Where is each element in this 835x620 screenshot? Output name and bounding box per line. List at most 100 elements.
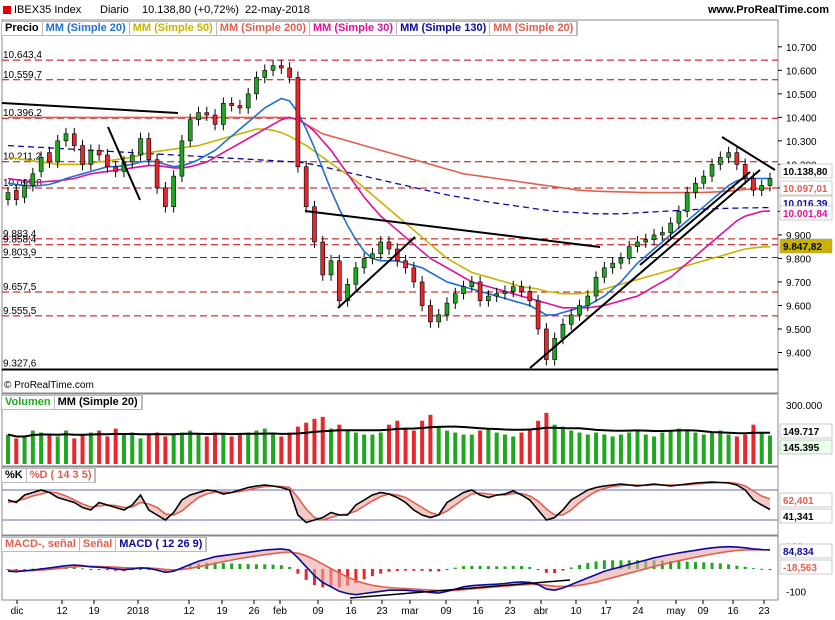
volume-bar	[138, 438, 143, 464]
stochastic-d-tag: 62,401	[783, 496, 814, 507]
volume-bar	[130, 432, 135, 464]
candle-body	[502, 291, 508, 295]
candle-body	[759, 185, 765, 191]
volume-bar	[685, 430, 690, 464]
price-legend-item[interactable]: MM (Simple 20)	[43, 22, 130, 35]
level-label: 9.883,4	[3, 229, 37, 240]
trend-line	[639, 171, 751, 266]
candle-body	[312, 206, 317, 243]
candle-body	[602, 267, 607, 278]
candle-body	[494, 293, 499, 297]
site-link[interactable]: www.ProRealTime.com	[707, 4, 829, 16]
macd-histogram-bar	[105, 569, 109, 571]
macd-histogram-bar	[420, 569, 424, 571]
candle-body	[610, 262, 615, 269]
volume-bar	[610, 436, 615, 464]
macd-histogram-bar	[379, 569, 383, 574]
volume-bar	[660, 432, 665, 464]
candle-body	[378, 241, 384, 255]
volume-bar	[113, 428, 118, 464]
volume-legend-item[interactable]: Volumen	[2, 396, 55, 409]
volume-legend-item[interactable]: MM (Simple 20)	[55, 396, 142, 409]
macd-histogram-bar	[23, 569, 27, 570]
candle-body	[751, 178, 756, 191]
x-tick-label: 12	[183, 606, 195, 617]
volume-bar	[420, 420, 425, 464]
macd-histogram-bar	[445, 569, 449, 570]
volume-bar	[635, 430, 640, 464]
price-tick-label: 10.300	[786, 137, 817, 148]
sma30-line	[7, 116, 771, 309]
macd-histogram-bar	[230, 563, 234, 569]
macd-legend-item[interactable]: MACD ( 12 26 9)	[116, 538, 207, 551]
volume-bar	[594, 432, 599, 464]
level-label: 10.396,2	[3, 108, 42, 119]
candle-body	[709, 164, 715, 177]
volume-bar	[254, 430, 259, 464]
candle-body	[71, 133, 77, 146]
volume-bar	[536, 420, 541, 464]
trend-line	[529, 169, 761, 369]
price-legend-item[interactable]: MM (Simple 30)	[310, 22, 398, 35]
price-legend-item[interactable]: MM (Simple 200)	[217, 22, 310, 35]
candle-body	[171, 175, 176, 208]
level-label: 10.643,4	[3, 50, 42, 61]
volume-bar	[387, 424, 391, 464]
candle-body	[88, 149, 94, 165]
chart-header: IBEX35 Index Diario 10.138,80 (+0,72%) 2…	[0, 0, 835, 20]
x-tick-label: 09	[440, 606, 452, 617]
price-legend-item[interactable]: Precio	[2, 22, 43, 35]
volume-bar	[30, 430, 35, 464]
x-tick-label: abr	[534, 606, 549, 617]
macd-histogram-bar	[710, 562, 714, 569]
price-tick-label: 10.600	[786, 66, 817, 77]
candle-body	[5, 192, 11, 200]
macd-histogram-bar	[685, 561, 689, 569]
volume-bar	[304, 422, 309, 464]
macd-legend-item[interactable]: MACD-, señal	[2, 538, 80, 551]
candle-body	[270, 65, 276, 71]
stochastic-d-line	[7, 481, 771, 521]
candle-body	[668, 222, 673, 233]
price-legend-item[interactable]: MM (Simple 20)	[490, 22, 578, 35]
volume-bar	[88, 432, 93, 464]
volume-bar	[378, 432, 383, 464]
sma30-tag: 10.001,84	[783, 209, 828, 220]
volume-bar	[229, 436, 234, 464]
macd-histogram-bar	[743, 566, 747, 569]
volume-bar	[279, 436, 284, 464]
candle-body	[146, 138, 152, 160]
x-tick-label: 09	[697, 606, 709, 617]
stochastic-legend-item[interactable]: %K	[2, 469, 27, 482]
volume-tick-label: 300.000	[786, 401, 823, 412]
level-label: 9.657,5	[3, 282, 37, 293]
volume-bar	[469, 434, 474, 464]
volume-bar	[726, 434, 731, 464]
level-label: 9.858,4	[3, 235, 37, 246]
period[interactable]: Diario	[100, 4, 129, 16]
x-tick-label: feb	[273, 606, 287, 617]
x-tick-label: dic	[11, 606, 24, 617]
symbol-name[interactable]: IBEX35 Index	[14, 4, 82, 16]
candle-body	[411, 267, 417, 283]
stochastic-k-tag: 41,341	[783, 512, 814, 523]
macd-histogram-bar	[147, 569, 151, 570]
macd-histogram-bar	[544, 569, 548, 573]
candle-body	[544, 328, 549, 360]
volume-bar	[444, 430, 449, 464]
sma30-tag-bg	[779, 205, 833, 221]
candle-body	[452, 293, 458, 304]
price-legend-item[interactable]: MM (Simple 50)	[130, 22, 217, 35]
stochastic-legend-item[interactable]: %D ( 14 3 5)	[27, 469, 96, 482]
x-tick-label: 24	[632, 606, 644, 617]
candle-body	[767, 178, 773, 186]
macd-legend-item[interactable]: Señal	[80, 538, 117, 551]
macd-histogram-bar	[462, 566, 466, 569]
volume-bar	[370, 434, 375, 464]
volume-bar	[602, 434, 607, 464]
sma200-line	[8, 116, 771, 194]
candle-body	[444, 302, 450, 316]
macd-histogram-bar	[139, 569, 143, 570]
price-legend-item[interactable]: MM (Simple 130)	[397, 22, 491, 35]
